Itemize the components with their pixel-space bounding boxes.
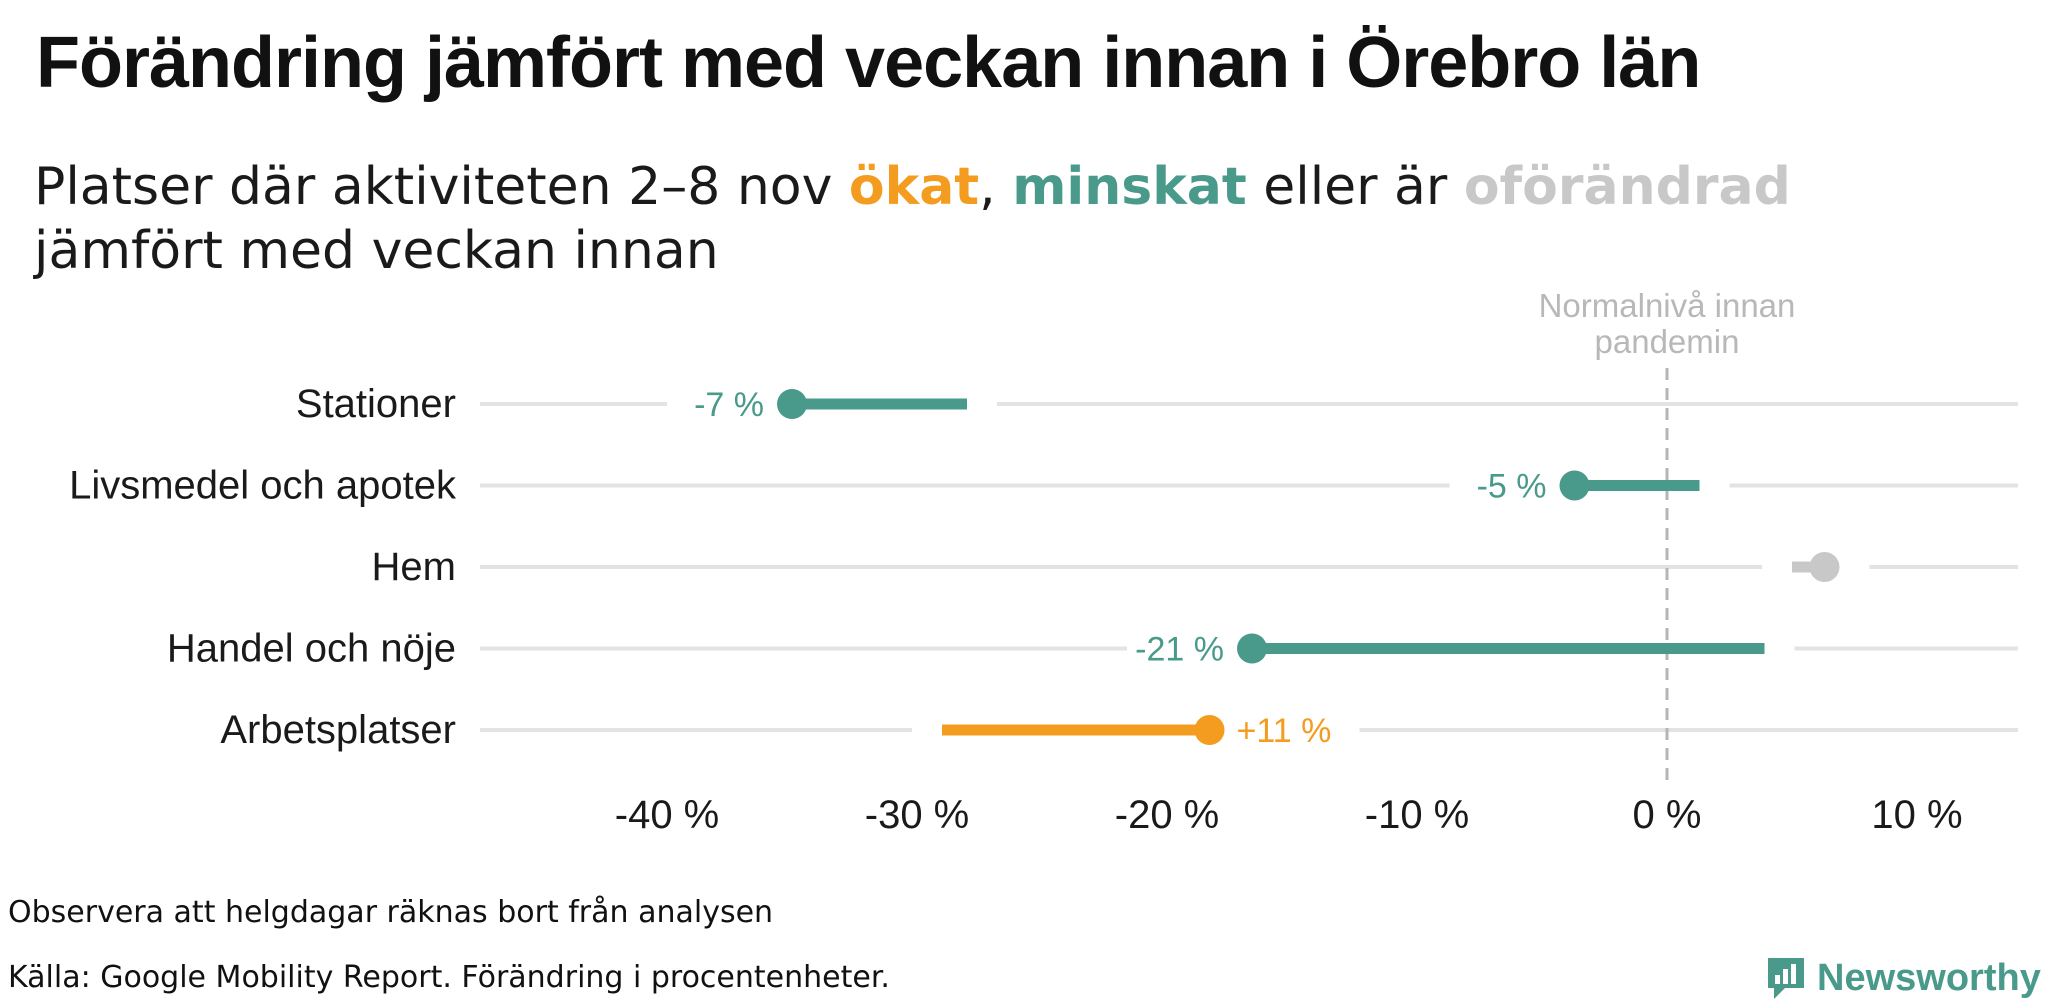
category-label: Hem <box>372 545 456 589</box>
logo-text: Newsworthy <box>1817 956 2041 999</box>
chart-subtitle: Platser där aktiviteten 2–8 nov ökat, mi… <box>34 155 1791 283</box>
legend-decreased: minskat <box>1012 157 1247 217</box>
subtitle-sep: , <box>979 157 1013 217</box>
change-label: -7 % <box>694 386 764 424</box>
current-week-dot <box>1559 470 1590 501</box>
current-week-dot <box>1809 552 1840 582</box>
x-tick-label: -40 % <box>615 793 720 837</box>
category-label: Stationer <box>296 382 456 426</box>
analysis-note: Observera att helgdagar räknas bort från… <box>8 895 774 930</box>
chart-title: Förändring jämfört med veckan innan i Ör… <box>36 23 1701 103</box>
category-label: Handel och nöje <box>167 627 456 671</box>
change-label: -5 % <box>1477 468 1547 506</box>
category-label: Livsmedel och apotek <box>69 464 457 508</box>
legend-unchanged: oförändrad <box>1463 157 1791 217</box>
newsworthy-chart-icon <box>1768 958 1804 999</box>
current-week-dot <box>777 389 807 419</box>
x-tick-label: -10 % <box>1365 793 1470 837</box>
current-week-dot <box>1194 715 1225 745</box>
x-tick-label: 10 % <box>1871 793 1962 837</box>
subtitle-middle: eller är <box>1246 157 1464 217</box>
change-label: -21 % <box>1135 631 1224 669</box>
source-note: Källa: Google Mobility Report. Förändrin… <box>8 960 890 995</box>
category-label: Arbetsplatser <box>220 708 456 752</box>
x-tick-label: -30 % <box>865 793 970 837</box>
subtitle-line2: jämfört med veckan innan <box>34 221 719 281</box>
subtitle-prefix: Platser där aktiviteten 2–8 nov <box>34 157 849 217</box>
legend-increased: ökat <box>848 157 980 217</box>
reference-label: Normalnivå innan <box>1539 287 1796 324</box>
change-label: +11 % <box>1237 712 1332 750</box>
reference-label: pandemin <box>1595 323 1740 360</box>
x-tick-label: 0 % <box>1633 793 1702 837</box>
x-tick-label: -20 % <box>1115 793 1220 837</box>
current-week-dot <box>1237 633 1267 664</box>
newsworthy-logo: Newsworthy <box>1765 955 2041 1001</box>
